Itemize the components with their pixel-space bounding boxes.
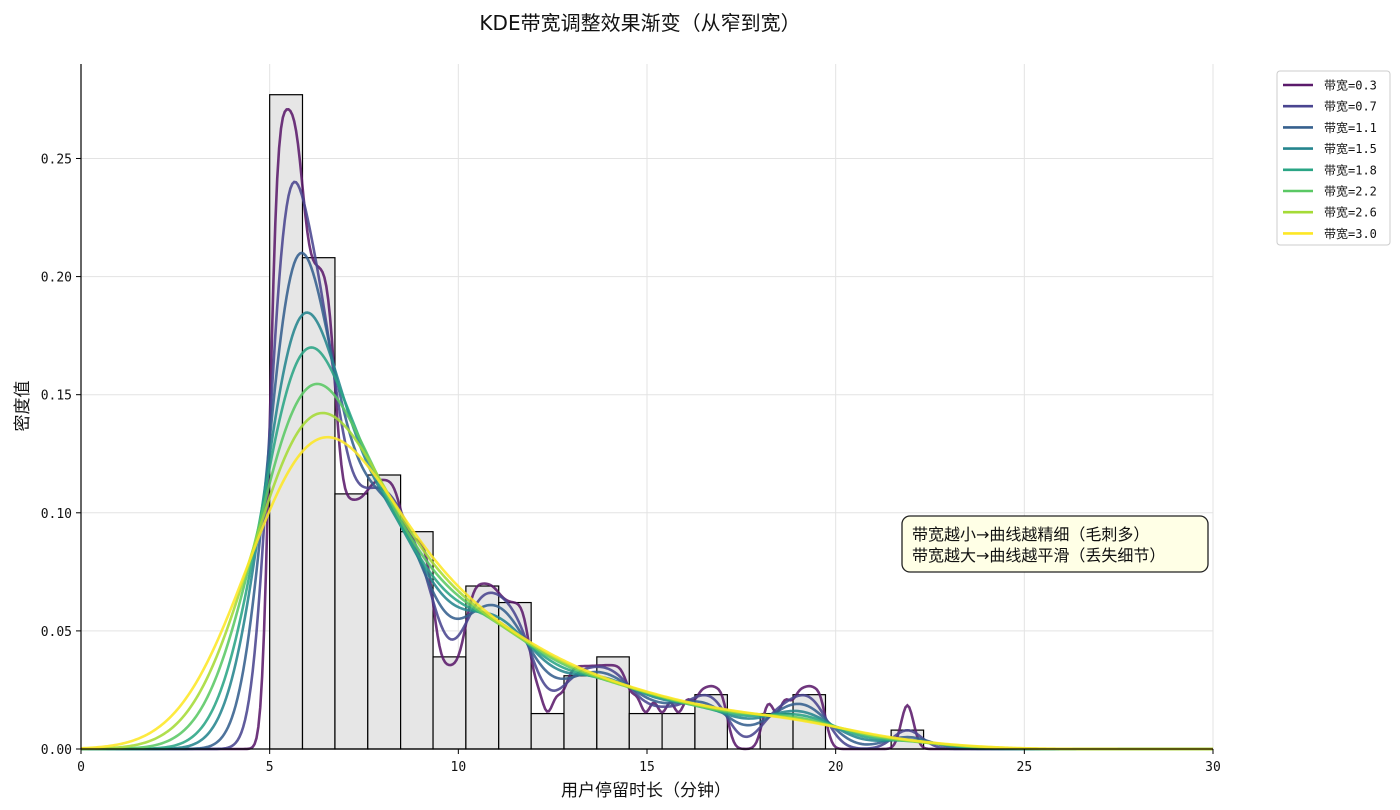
y-axis-label: 密度值 bbox=[13, 381, 33, 432]
y-ticks: 0.00 0.05 0.10 0.15 0.20 0.25 bbox=[41, 152, 81, 758]
x-tick-label: 30 bbox=[1205, 760, 1221, 775]
histogram-bar bbox=[334, 493, 369, 750]
legend-label: 带宽=1.1 bbox=[1324, 120, 1377, 135]
histogram bbox=[269, 94, 925, 750]
y-tick-label: 0.15 bbox=[41, 389, 72, 404]
annotation-box: 带宽越小→曲线越精细（毛刺多） 带宽越大→曲线越平滑（丢失细节） bbox=[901, 515, 1209, 573]
grid bbox=[81, 64, 1214, 749]
histogram-bar bbox=[530, 712, 565, 750]
x-tick-label: 15 bbox=[639, 760, 655, 775]
y-tick-label: 0.10 bbox=[41, 507, 72, 522]
x-tick-label: 5 bbox=[266, 760, 274, 775]
annotation-line-2: 带宽越大→曲线越平滑（丢失细节） bbox=[912, 546, 1165, 565]
chart-title: KDE带宽调整效果渐变（从窄到宽） bbox=[479, 11, 800, 35]
histogram-bar bbox=[628, 712, 663, 750]
x-tick-label: 20 bbox=[828, 760, 844, 775]
histogram-bar bbox=[563, 675, 598, 750]
y-tick-label: 0.05 bbox=[41, 625, 72, 640]
x-ticks: 0 5 10 15 20 25 30 bbox=[77, 749, 1221, 775]
legend-frame bbox=[1276, 70, 1391, 246]
x-tick-label: 25 bbox=[1017, 760, 1033, 775]
legend-label: 带宽=0.7 bbox=[1324, 99, 1377, 114]
legend-label: 带宽=2.6 bbox=[1324, 205, 1377, 220]
x-tick-label: 10 bbox=[451, 760, 467, 775]
y-tick-label: 0.20 bbox=[41, 271, 72, 286]
legend-label: 带宽=2.2 bbox=[1324, 184, 1377, 199]
y-tick-label: 0.25 bbox=[41, 152, 72, 167]
annotation-frame bbox=[901, 515, 1209, 573]
histogram-bar bbox=[432, 656, 467, 750]
x-tick-label: 0 bbox=[77, 760, 85, 775]
legend-label: 带宽=0.3 bbox=[1324, 78, 1377, 93]
histogram-bar bbox=[661, 712, 696, 750]
legend: 带宽=0.3 带宽=0.7 带宽=1.1 带宽=1.5 带宽=1.8 带宽=2.2 带宽=2… bbox=[1276, 70, 1391, 246]
legend-label: 带宽=1.8 bbox=[1324, 162, 1377, 177]
x-axis-label: 用户停留时长（分钟） bbox=[561, 781, 731, 801]
kde-curve bbox=[80, 435, 1213, 751]
legend-label: 带宽=3.0 bbox=[1324, 226, 1377, 241]
legend-items: 带宽=0.3 带宽=0.7 带宽=1.1 带宽=1.5 带宽=1.8 带宽=2.2 带宽=2… bbox=[1283, 78, 1377, 241]
legend-label: 带宽=1.5 bbox=[1324, 141, 1377, 156]
annotation-line-1: 带宽越小→曲线越精细（毛刺多） bbox=[912, 525, 1149, 544]
y-tick-label: 0.00 bbox=[41, 743, 72, 758]
